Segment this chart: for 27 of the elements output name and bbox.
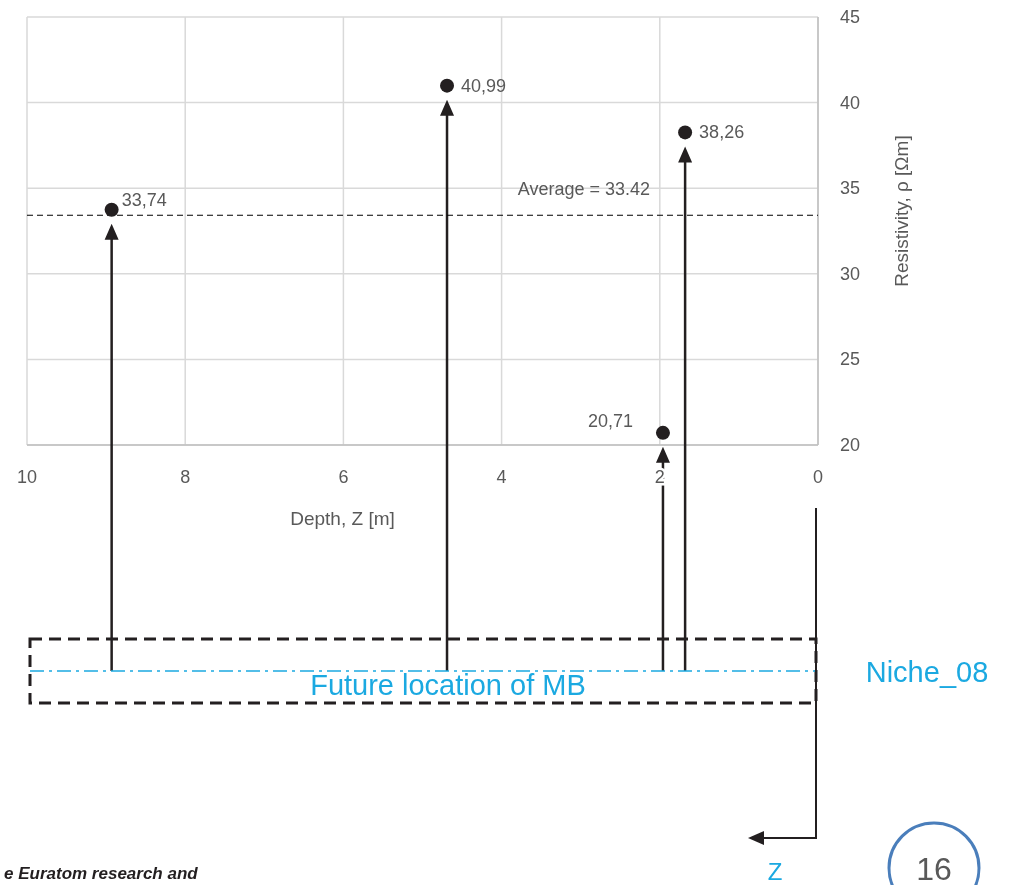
text: Z [767,858,783,885]
point [655,425,670,440]
data-label: 33,74 [121,189,167,210]
data-label: 38,26 [699,122,745,143]
y-tick-label: 45 [840,7,861,27]
y-tick-label: 30 [840,263,861,284]
point [104,202,119,217]
x-tick-label: 6 [338,467,349,487]
y-tick-label: 35 [840,178,861,199]
y-tick-label: 25 [840,349,861,370]
data-label: 40,99 [461,75,507,96]
data-label: 20,71 [587,410,633,431]
y-tick-label: 20 [840,435,861,455]
x-tick-label: 8 [180,467,191,487]
x-axis-title: Depth, Z [m] [290,508,395,529]
text: Niche_08 [865,656,989,688]
text: Future location of MB [310,669,586,701]
text: e Euratom research and [4,864,199,883]
y-axis-title: Resistivity, ρ [Ωm] [891,135,912,287]
ref-line-label: Average = 33.42 [517,179,650,200]
x-tick-label: 4 [496,467,507,487]
x-tick-label: 10 [16,467,38,487]
y-tick-label: 40 [840,92,861,113]
point [678,125,693,140]
point [440,78,455,93]
text: 16 [916,851,952,885]
x-tick-label: 0 [812,467,824,487]
